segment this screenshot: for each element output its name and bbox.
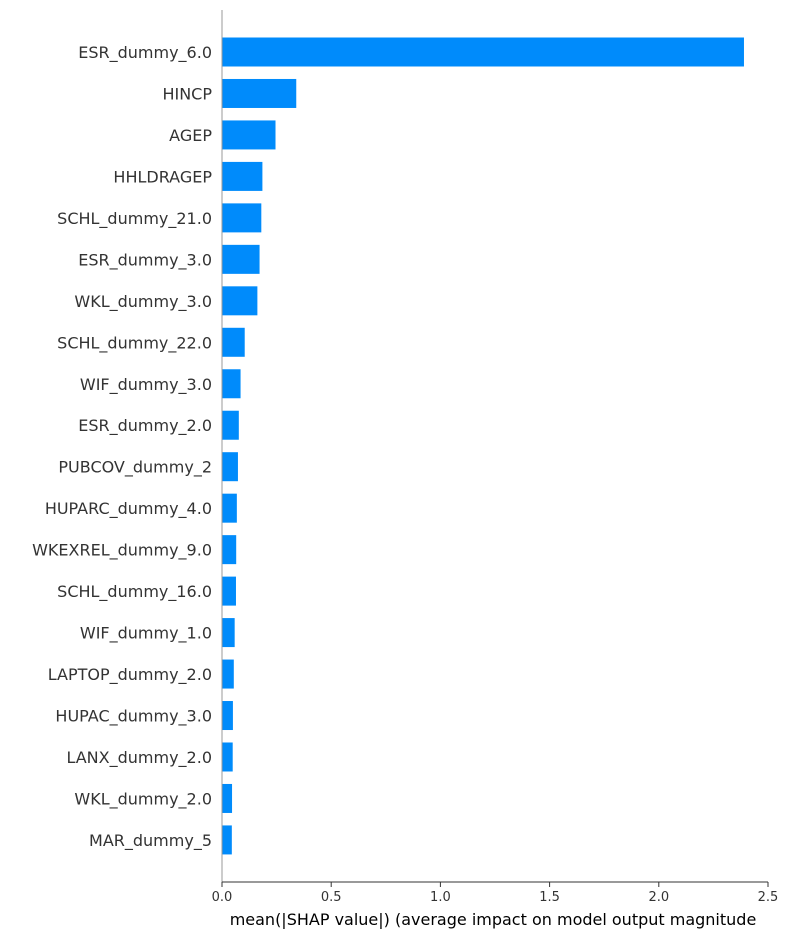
x-tick-label-3: 1.5 <box>539 890 560 905</box>
bar-7 <box>222 327 245 357</box>
bar-4 <box>222 203 262 233</box>
bars-group <box>222 37 744 855</box>
bar-5 <box>222 244 260 274</box>
category-label-15: LAPTOP_dummy_2.0 <box>48 665 212 685</box>
bar-18 <box>222 783 233 813</box>
category-labels-group: ESR_dummy_6.0 HINCP AGEP HHLDRAGEP SCHL_dumm… <box>32 43 212 851</box>
bar-13 <box>222 576 236 606</box>
x-tick-label-4: 2.0 <box>648 890 669 905</box>
category-label-4: SCHL_dummy_21.0 <box>57 209 212 229</box>
category-label-17: LANX_dummy_2.0 <box>66 748 212 768</box>
category-label-5: ESR_dummy_3.0 <box>78 250 212 270</box>
x-tick-label-0: 0.0 <box>212 890 233 905</box>
bar-10 <box>222 452 238 482</box>
x-tick-label-2: 1.0 <box>430 890 451 905</box>
category-label-0: ESR_dummy_6.0 <box>78 43 212 63</box>
category-label-9: ESR_dummy_2.0 <box>78 416 212 436</box>
category-label-10: PUBCOV_dummy_2 <box>58 458 212 478</box>
bar-1 <box>222 78 297 108</box>
bar-19 <box>222 825 232 855</box>
bar-3 <box>222 161 263 191</box>
category-label-16: HUPAC_dummy_3.0 <box>55 707 212 727</box>
bar-11 <box>222 493 237 523</box>
category-label-13: SCHL_dummy_16.0 <box>57 582 212 602</box>
category-label-7: SCHL_dummy_22.0 <box>57 333 212 353</box>
bar-14 <box>222 618 235 648</box>
category-label-11: HUPARC_dummy_4.0 <box>45 499 212 519</box>
bar-0 <box>222 37 744 67</box>
x-ticks-group: 0.0 0.5 1.0 1.5 2.0 2.5 <box>212 882 779 905</box>
category-label-8: WIF_dummy_3.0 <box>80 375 212 395</box>
x-tick-label-1: 0.5 <box>321 890 342 905</box>
x-axis-label: mean(|SHAP value|) (average impact on mo… <box>230 910 757 929</box>
bar-9 <box>222 410 239 440</box>
category-label-14: WIF_dummy_1.0 <box>80 624 212 644</box>
bar-12 <box>222 535 237 565</box>
bar-8 <box>222 369 241 399</box>
bar-17 <box>222 742 233 772</box>
bar-2 <box>222 120 276 150</box>
bar-15 <box>222 659 234 689</box>
category-label-3: HHLDRAGEP <box>113 167 212 186</box>
category-label-2: AGEP <box>169 126 212 145</box>
category-label-19: MAR_dummy_5 <box>89 831 212 851</box>
x-tick-label-5: 2.5 <box>758 890 779 905</box>
category-label-6: WKL_dummy_3.0 <box>74 292 212 312</box>
category-label-12: WKEXREL_dummy_9.0 <box>32 541 212 561</box>
category-label-18: WKL_dummy_2.0 <box>74 789 212 809</box>
category-label-1: HINCP <box>162 84 212 103</box>
bar-16 <box>222 701 233 731</box>
bar-6 <box>222 286 258 316</box>
axes-group <box>221 10 768 883</box>
